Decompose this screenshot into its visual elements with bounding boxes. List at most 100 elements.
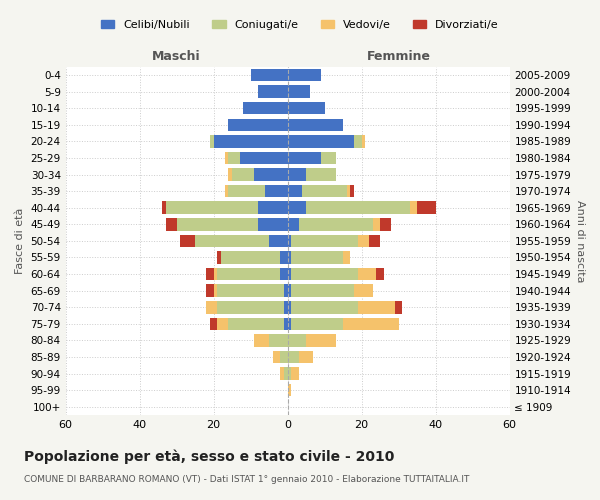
Bar <box>166 218 176 230</box>
Bar <box>229 185 265 198</box>
Bar <box>269 234 287 247</box>
Bar <box>287 68 321 81</box>
Bar <box>354 284 373 297</box>
Bar <box>214 284 217 297</box>
Bar <box>166 202 258 214</box>
Bar <box>265 185 287 198</box>
Bar <box>217 268 280 280</box>
Bar <box>287 252 291 264</box>
Bar <box>291 268 358 280</box>
Bar <box>299 351 313 364</box>
Bar <box>376 268 384 280</box>
Bar <box>291 301 358 314</box>
Bar <box>380 218 391 230</box>
Bar <box>284 368 287 380</box>
Bar <box>229 318 284 330</box>
Bar <box>358 268 376 280</box>
Bar <box>210 318 217 330</box>
Text: Popolazione per età, sesso e stato civile - 2010: Popolazione per età, sesso e stato civil… <box>24 450 394 464</box>
Bar <box>229 168 232 180</box>
Bar <box>291 318 343 330</box>
Bar <box>243 102 287 115</box>
Bar <box>254 168 287 180</box>
Bar <box>373 218 380 230</box>
Bar <box>162 202 166 214</box>
Bar <box>287 384 291 396</box>
Text: COMUNE DI BARBARANO ROMANO (VT) - Dati ISTAT 1° gennaio 2010 - Elaborazione TUTT: COMUNE DI BARBARANO ROMANO (VT) - Dati I… <box>24 475 469 484</box>
Bar <box>291 368 299 380</box>
Bar <box>343 318 398 330</box>
Bar <box>287 135 354 147</box>
Bar <box>287 102 325 115</box>
Bar <box>206 284 214 297</box>
Bar <box>287 284 291 297</box>
Bar <box>225 152 229 164</box>
Bar <box>221 252 280 264</box>
Bar <box>395 301 402 314</box>
Bar <box>269 334 287 346</box>
Bar <box>287 118 343 131</box>
Bar <box>291 252 343 264</box>
Bar <box>280 268 287 280</box>
Bar <box>369 234 380 247</box>
Bar <box>410 202 417 214</box>
Bar <box>347 185 350 198</box>
Bar <box>258 86 287 98</box>
Legend: Celibi/Nubili, Coniugati/e, Vedovi/e, Divorziati/e: Celibi/Nubili, Coniugati/e, Vedovi/e, Di… <box>97 16 503 34</box>
Text: Femmine: Femmine <box>367 50 431 64</box>
Bar <box>287 268 291 280</box>
Text: Maschi: Maschi <box>152 50 201 64</box>
Bar <box>214 268 217 280</box>
Bar <box>239 152 287 164</box>
Bar <box>206 268 214 280</box>
Bar <box>287 202 306 214</box>
Bar <box>287 368 291 380</box>
Bar <box>251 68 287 81</box>
Bar <box>280 351 287 364</box>
Bar <box>299 218 373 230</box>
Bar <box>176 218 258 230</box>
Bar <box>287 234 291 247</box>
Bar <box>284 301 287 314</box>
Bar <box>350 185 354 198</box>
Bar <box>258 202 287 214</box>
Bar <box>280 252 287 264</box>
Bar <box>354 135 362 147</box>
Bar <box>287 168 306 180</box>
Bar <box>362 135 365 147</box>
Bar <box>358 234 369 247</box>
Bar <box>287 152 321 164</box>
Bar <box>229 152 239 164</box>
Bar <box>287 218 299 230</box>
Bar <box>195 234 269 247</box>
Y-axis label: Fasce di età: Fasce di età <box>15 208 25 274</box>
Bar <box>254 334 269 346</box>
Bar <box>229 118 287 131</box>
Bar <box>306 168 335 180</box>
Bar <box>287 334 306 346</box>
Bar <box>321 152 335 164</box>
Bar <box>417 202 436 214</box>
Bar <box>291 234 358 247</box>
Bar <box>287 86 310 98</box>
Y-axis label: Anni di nascita: Anni di nascita <box>575 200 585 282</box>
Bar <box>358 301 395 314</box>
Bar <box>284 284 287 297</box>
Bar <box>302 185 347 198</box>
Bar <box>217 252 221 264</box>
Bar <box>206 301 217 314</box>
Bar <box>284 318 287 330</box>
Bar <box>291 284 354 297</box>
Bar <box>287 318 291 330</box>
Bar <box>287 351 299 364</box>
Bar <box>343 252 350 264</box>
Bar <box>217 318 229 330</box>
Bar <box>306 334 335 346</box>
Bar <box>217 301 284 314</box>
Bar <box>181 234 195 247</box>
Bar <box>210 135 214 147</box>
Bar <box>287 301 291 314</box>
Bar <box>306 202 410 214</box>
Bar <box>225 185 229 198</box>
Bar <box>232 168 254 180</box>
